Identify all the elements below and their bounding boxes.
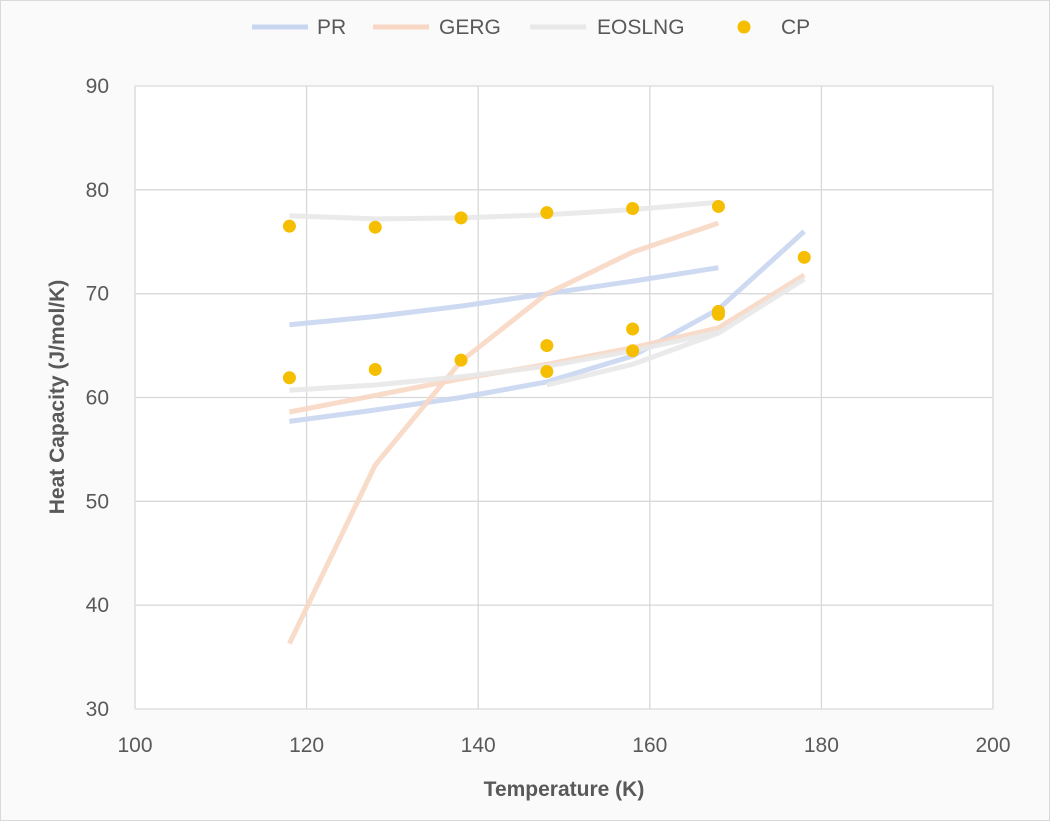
cp-data-point: [368, 362, 382, 376]
cp-data-point: [454, 353, 468, 367]
legend-pr-label: PR: [317, 16, 346, 39]
x-axis-title: Temperature (K): [484, 778, 645, 801]
legend-cp-marker: [737, 20, 751, 34]
y-tick-label: 60: [86, 387, 109, 410]
y-tick-label: 40: [86, 594, 109, 617]
cp-data-point: [540, 339, 554, 353]
x-tick-label: 140: [461, 734, 496, 757]
eoslng-series-line: [289, 199, 719, 222]
eoslng-series-line: [546, 276, 806, 388]
pr-series-line: [289, 265, 719, 328]
y-axis-title: Heat Capacity (J/mol/K): [46, 280, 69, 515]
tick-labels: 30 40 50 60 70 80 90 100 120 140 160 180 200: [86, 75, 1011, 757]
cp-data-point: [540, 206, 554, 220]
y-tick-label: 30: [86, 698, 109, 721]
cp-data-point: [797, 250, 811, 264]
y-tick-label: 50: [86, 490, 109, 513]
x-tick-label: 180: [804, 734, 839, 757]
cp-data-point: [282, 371, 296, 385]
legend-gerg-label: GERG: [439, 16, 501, 39]
points-layer: [282, 199, 811, 385]
cp-data-point: [626, 344, 640, 358]
cp-data-point: [626, 322, 640, 336]
cp-data-point: [711, 307, 725, 321]
x-tick-label: 100: [117, 734, 152, 757]
x-tick-label: 160: [632, 734, 667, 757]
y-tick-label: 80: [86, 179, 109, 202]
x-tick-label: 200: [975, 734, 1010, 757]
cp-data-point: [626, 202, 640, 216]
y-tick-label: 70: [86, 283, 109, 306]
cp-data-point: [282, 219, 296, 233]
y-tick-label: 90: [86, 75, 109, 98]
x-tick-label: 120: [289, 734, 324, 757]
legend-cp-label: CP: [781, 16, 810, 39]
series-layer: [287, 199, 806, 645]
gerg-series-line: [287, 220, 720, 645]
legend: PR GERG EOSLNG CP: [252, 16, 810, 39]
cp-data-point: [454, 211, 468, 225]
legend-eoslng-label: EOSLNG: [597, 16, 685, 39]
cp-data-point: [540, 365, 554, 379]
eoslng-series-line: [289, 329, 719, 393]
gridlines: [134, 85, 994, 710]
cp-data-point: [368, 220, 382, 234]
cp-data-point: [711, 199, 725, 213]
